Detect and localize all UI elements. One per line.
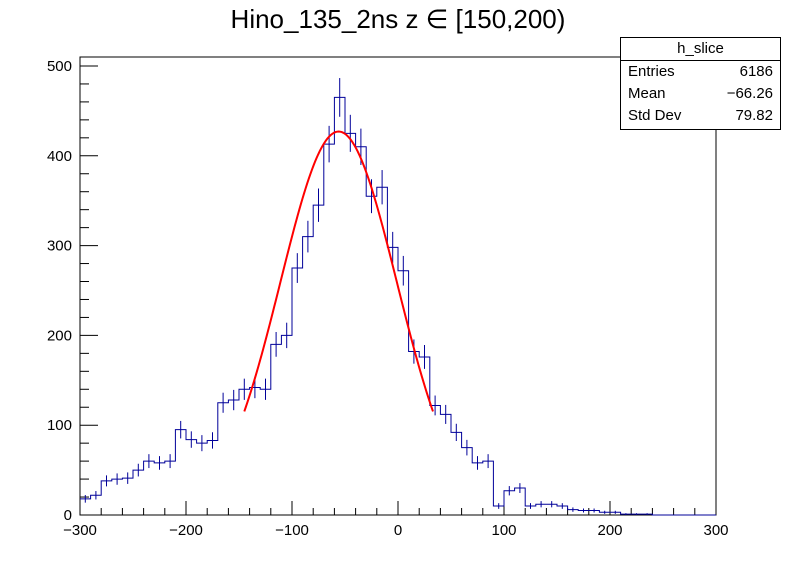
y-tick-label: 400 xyxy=(47,148,72,165)
x-tick-label: 200 xyxy=(597,522,622,539)
stats-value-entries: 6186 xyxy=(739,63,773,80)
stats-value-stddev: 79.82 xyxy=(735,107,773,124)
stats-row-mean: Mean −66.26 xyxy=(621,83,780,105)
y-tick-label: 300 xyxy=(47,238,72,255)
y-tick-label: 0 xyxy=(64,507,72,524)
stats-row-stddev: Std Dev 79.82 xyxy=(621,105,780,127)
y-tick-label: 100 xyxy=(47,417,72,434)
x-tick-label: −100 xyxy=(275,522,309,539)
x-tick-label: 0 xyxy=(394,522,402,539)
stats-label-entries: Entries xyxy=(628,63,675,80)
stats-label-stddev: Std Dev xyxy=(628,107,682,124)
stats-box-name: h_slice xyxy=(621,38,780,61)
x-tick-label: 100 xyxy=(491,522,516,539)
y-tick-label: 200 xyxy=(47,327,72,344)
stats-label-mean: Mean xyxy=(628,85,666,102)
x-tick-label: −300 xyxy=(63,522,97,539)
stats-row-entries: Entries 6186 xyxy=(621,61,780,83)
x-tick-label: 300 xyxy=(703,522,728,539)
x-tick-label: −200 xyxy=(169,522,203,539)
y-tick-label: 500 xyxy=(47,58,72,75)
histogram-step-line xyxy=(80,96,716,516)
gaussian-fit-curve xyxy=(243,130,434,412)
chart-title: Hino_135_2ns z ∈ [150,200) xyxy=(230,4,566,34)
stats-box: h_slice Entries 6186 Mean −66.26 Std Dev… xyxy=(620,37,781,130)
stats-value-mean: −66.26 xyxy=(726,85,773,102)
